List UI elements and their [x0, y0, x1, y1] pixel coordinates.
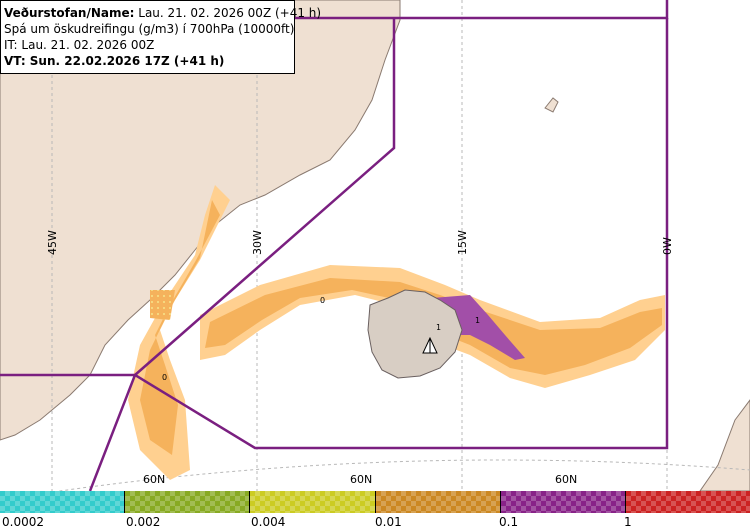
fir-boundary-west — [0, 373, 137, 491]
contour-label-zero-a: 0 — [320, 296, 325, 305]
map-canvas: 45W 30W 15W 0W 60N 60N 60N 0 0 1 1 — [0, 0, 750, 491]
fir-boundary-main — [132, 18, 669, 450]
legend-swatch — [375, 491, 501, 513]
legend-label: 0.0002 — [2, 515, 44, 529]
contour-label-zero-b: 0 — [162, 373, 167, 382]
info-line-3: IT: Lau. 21. 02. 2026 00Z — [4, 38, 155, 52]
legend-swatch — [625, 491, 750, 513]
lat-label-60n-c: 60N — [555, 473, 577, 486]
legend-label: 0.01 — [375, 515, 402, 529]
issuer-time: Lau. 21. 02. 2026 00Z (+41 h) — [134, 6, 322, 20]
ash-plume-hatched — [150, 290, 175, 320]
legend-label: 0.1 — [499, 515, 519, 529]
legend-swatch — [0, 491, 126, 513]
contour-label-one-a: 1 — [436, 323, 441, 332]
lon-label-15w: 15W — [456, 230, 469, 255]
legend-swatch — [125, 491, 251, 513]
forecast-info-box: Veðurstofan/Name: Lau. 21. 02. 2026 00Z … — [0, 0, 321, 74]
issuer-label: Veðurstofan/Name: — [4, 6, 135, 20]
lon-label-30w: 30W — [251, 230, 264, 255]
lon-label-45w: 45W — [46, 230, 59, 255]
lon-label-0w: 0W — [661, 237, 674, 255]
legend-swatch — [250, 491, 376, 513]
legend-label: 0.002 — [126, 515, 161, 529]
contour-label-one-b: 1 — [475, 316, 480, 325]
lat-label-60n-a: 60N — [143, 473, 165, 486]
small-island — [544, 97, 559, 113]
legend-labels: 0.0002 0.002 0.004 0.01 0.1 1 — [0, 513, 750, 532]
lat-label-60n-b: 60N — [350, 473, 372, 486]
iceland-landmass — [367, 289, 463, 379]
ash-plume-mid — [140, 200, 662, 455]
latitude-line-60n — [56, 459, 750, 491]
legend-label: 1 — [624, 515, 632, 529]
norway-coast — [699, 399, 750, 491]
info-line-2: Spá um öskudreifingu (g/m3) í 700hPa (10… — [4, 22, 295, 36]
legend-color-bar — [0, 491, 750, 513]
legend-label: 0.004 — [251, 515, 286, 529]
legend-swatch — [500, 491, 626, 513]
info-line-1: Veðurstofan/Name: Lau. 21. 02. 2026 00Z … — [4, 5, 321, 21]
info-line-4: VT: Sun. 22.02.2026 17Z (+41 h) — [4, 54, 225, 68]
